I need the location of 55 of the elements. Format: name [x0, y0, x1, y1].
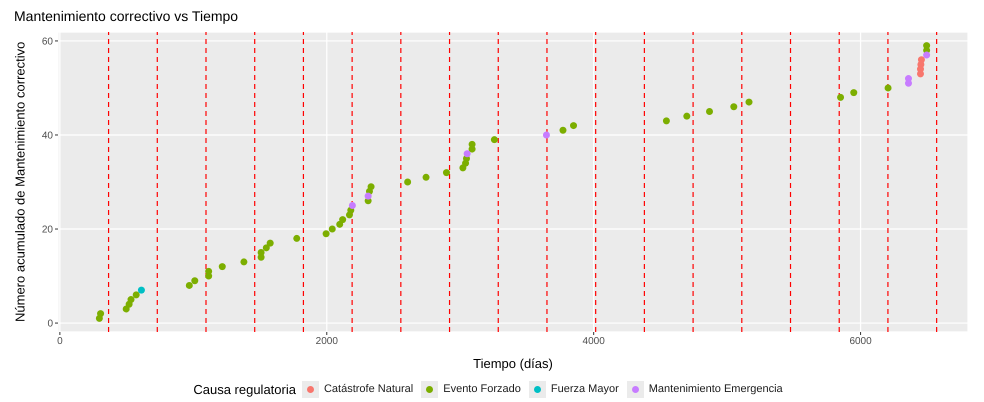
point [884, 84, 892, 92]
point [322, 230, 330, 238]
legend-label: Mantenimiento Emergencia [648, 382, 783, 397]
point [662, 117, 670, 124]
point [191, 277, 198, 284]
point [266, 240, 274, 247]
x-tick-label: 6000 [849, 336, 872, 348]
point [923, 42, 930, 50]
point [218, 263, 226, 270]
point [132, 291, 140, 298]
point [138, 286, 145, 294]
point [122, 305, 130, 312]
x-tick-label: 4000 [582, 336, 606, 348]
x-axis-title: Tiempo (días) [473, 356, 553, 371]
point [706, 108, 714, 115]
point [559, 126, 566, 134]
point [683, 112, 690, 120]
point [293, 234, 300, 242]
legend-label: Fuerza Mayor [550, 382, 619, 397]
point [570, 122, 578, 130]
x-tick-label: 0 [57, 336, 64, 348]
point [262, 244, 270, 252]
point [923, 52, 930, 59]
point [97, 310, 104, 318]
point [240, 258, 248, 266]
y-tick-label: 40 [42, 130, 54, 142]
x-tick-label: 2000 [316, 336, 338, 348]
legend-title: Causa regulatoria [193, 382, 296, 396]
point [918, 56, 925, 64]
point [339, 216, 346, 224]
point [542, 131, 550, 138]
point [404, 178, 412, 186]
y-tick-label: 20 [42, 224, 54, 236]
point [364, 192, 372, 200]
point [730, 103, 738, 110]
legend-label: Catástrofe Natural [322, 382, 414, 397]
chart-title: Mantenimiento correctivo vs Tiempo [13, 8, 240, 26]
y-tick-label: 60 [42, 36, 54, 48]
point [468, 140, 476, 148]
point [422, 174, 430, 181]
point [746, 98, 753, 106]
point [368, 183, 375, 190]
point [128, 296, 134, 304]
point [490, 136, 498, 144]
legend-label: Evento Forzado [442, 382, 521, 397]
point [205, 268, 212, 275]
point [328, 226, 336, 233]
point [837, 94, 844, 101]
y-tick-label: 0 [47, 318, 54, 330]
point [442, 169, 450, 176]
point [186, 282, 193, 289]
point [850, 89, 858, 96]
point [464, 150, 471, 158]
point [348, 202, 356, 210]
y-axis-title: Número acumulado de Mantenimiento correctivo [12, 42, 28, 322]
